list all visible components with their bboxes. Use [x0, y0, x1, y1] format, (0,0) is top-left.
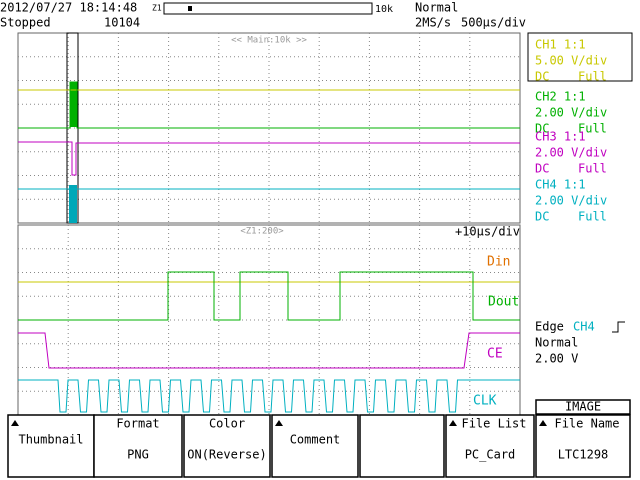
- ch-coupling: DC: [535, 162, 549, 176]
- label-dout: Dout: [488, 295, 519, 310]
- trigger-source: CH4: [573, 320, 595, 334]
- softkey[interactable]: [271, 414, 359, 478]
- ch-coupling: DC: [535, 70, 549, 84]
- zoom-label: <Z1:200>: [240, 227, 284, 237]
- softkey-arrow: [449, 420, 457, 426]
- datetime: 2012/07/27 18:14:48: [0, 1, 137, 15]
- ch-name: CH2 1:1: [535, 90, 586, 104]
- trigger-level: 2.00 V: [535, 352, 578, 366]
- sample-rate: 2MS/s: [415, 16, 451, 30]
- ch1-box: [527, 32, 633, 82]
- main-label: << Main:10k >>: [231, 36, 307, 46]
- softkey-arrow: [275, 420, 283, 426]
- zoom-marker: Z1: [152, 4, 162, 13]
- trace-clk: [18, 379, 520, 413]
- label-clk: CLK: [473, 394, 497, 409]
- channel-panel: CH1 1:1 5.00 V/div DC Full CH2 1:1 2.00 V/div…: [535, 38, 607, 224]
- record-pos: [188, 6, 192, 11]
- trigger-type: Edge: [535, 320, 564, 334]
- softkey-label: File List: [461, 417, 526, 431]
- softkey-value: PC_Card: [465, 448, 516, 462]
- zoom-timebase: +10µs/div: [455, 225, 520, 239]
- softkey[interactable]: [359, 414, 445, 478]
- trace-ch2: [18, 81, 520, 129]
- ch-coupling: DC: [535, 210, 549, 224]
- softkey-bar: Thumbnail Format PNG Color ON(Reverse) Commen…: [7, 414, 631, 478]
- softkey-value: LTC1298: [558, 448, 609, 462]
- record-bar: [163, 2, 373, 15]
- softkey-label: Thumbnail: [18, 433, 83, 447]
- softkey[interactable]: [7, 414, 95, 478]
- trace-ce: [18, 332, 520, 369]
- softkey-value: ON(Reverse): [187, 448, 266, 462]
- softkey[interactable]: [535, 414, 631, 478]
- acq-count: 10104: [104, 16, 140, 30]
- record-length: 10k: [375, 4, 393, 15]
- ch-bandwidth: Full: [578, 162, 607, 176]
- ch-bandwidth: Full: [578, 122, 607, 136]
- trace-ch3: [18, 141, 520, 176]
- status: Stopped: [0, 16, 51, 30]
- softkey-value: PNG: [127, 448, 149, 462]
- label-ce: CE: [487, 347, 503, 362]
- ch-scale: 5.00 V/div: [535, 54, 607, 68]
- softkey[interactable]: [445, 414, 535, 478]
- label-din: Din: [487, 255, 510, 270]
- ch-name: CH3 1:1: [535, 130, 586, 144]
- ch-bandwidth: Full: [578, 210, 607, 224]
- edge-icon: [612, 321, 625, 333]
- zoom-green: [70, 82, 77, 127]
- softkey-label: Format: [116, 417, 159, 431]
- ch-scale: 2.00 V/div: [535, 106, 607, 120]
- trigger-mode-r: Normal: [535, 336, 578, 350]
- ch-coupling: DC: [535, 122, 549, 136]
- ch-scale: 2.00 V/div: [535, 146, 607, 160]
- timebase: 500µs/div: [461, 16, 526, 30]
- ch-name: CH1 1:1: [535, 38, 586, 52]
- softkey-label: Color: [209, 417, 245, 431]
- softkey[interactable]: [183, 414, 271, 478]
- ch-scale: 2.00 V/div: [535, 194, 607, 208]
- softkey-arrow: [11, 420, 19, 426]
- trigger-mode: Normal: [415, 1, 458, 15]
- image-header: [535, 399, 631, 415]
- softkey-arrow: [539, 420, 547, 426]
- image-header-text: IMAGE: [565, 400, 601, 414]
- ch-name: CH4 1:1: [535, 178, 586, 192]
- zoom-cyan: [69, 185, 77, 223]
- trace-dout: [18, 271, 520, 321]
- softkey-label: Comment: [290, 433, 341, 447]
- ch-bandwidth: Full: [578, 70, 607, 84]
- softkey-label: File Name: [554, 417, 619, 431]
- softkey[interactable]: [93, 414, 183, 478]
